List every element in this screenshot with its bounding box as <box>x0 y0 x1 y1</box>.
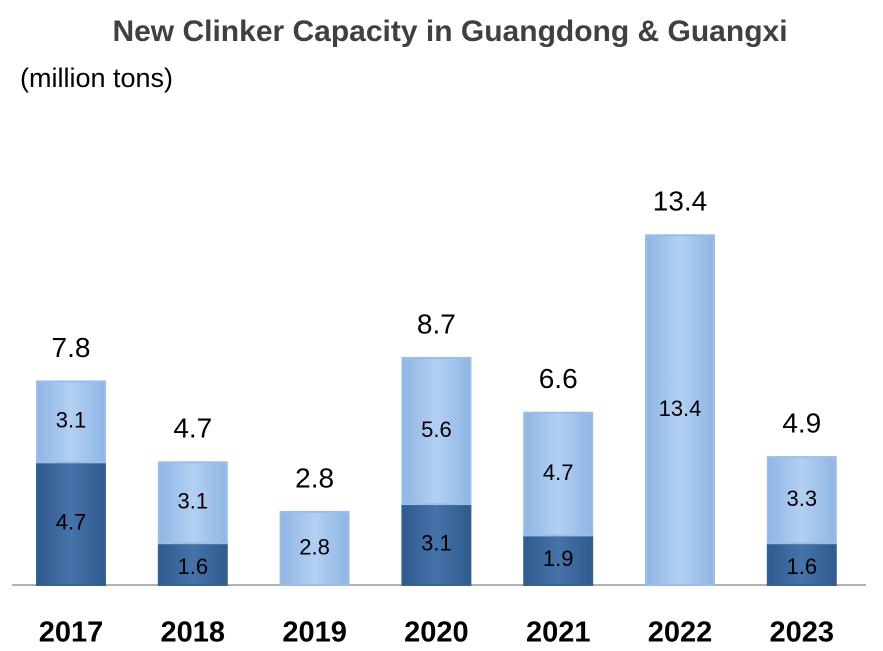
segment-label: 3.3 <box>787 486 818 511</box>
total-label: 7.8 <box>52 332 91 363</box>
x-tick-label: 2021 <box>526 617 591 649</box>
x-tick-label: 2022 <box>648 617 713 649</box>
x-tick-label: 2017 <box>39 617 104 649</box>
segment-label: 1.9 <box>543 546 574 571</box>
x-tick-label: 2018 <box>161 617 226 649</box>
segment-label: 3.1 <box>178 489 209 514</box>
x-tick-label: 2019 <box>282 617 347 649</box>
bar-segment <box>401 356 472 506</box>
total-label: 8.7 <box>417 308 456 339</box>
bar-segment <box>645 234 715 586</box>
total-label: 4.7 <box>173 413 212 444</box>
bar-segment <box>401 503 472 586</box>
bar-segment <box>36 380 106 464</box>
chart-subtitle: (million tons) <box>20 63 173 93</box>
segment-label: 2.8 <box>299 534 330 559</box>
bar-segment <box>36 461 106 586</box>
total-label: 6.6 <box>539 363 578 394</box>
bar-segment <box>523 534 594 586</box>
bar-segment <box>766 456 837 545</box>
bar-segment <box>766 542 837 586</box>
segment-label: 3.1 <box>421 530 452 555</box>
segment-label: 1.6 <box>178 554 209 579</box>
bar-segment <box>157 461 228 545</box>
segment-label: 4.7 <box>543 460 574 485</box>
total-label: 13.4 <box>653 186 708 217</box>
total-label: 4.9 <box>782 408 821 439</box>
total-label: 2.8 <box>295 462 334 493</box>
segment-label: 3.1 <box>56 408 87 433</box>
bar-segment <box>523 411 594 537</box>
segment-label: 1.6 <box>787 554 818 579</box>
x-tick-label: 2020 <box>404 617 469 649</box>
chart-title: New Clinker Capacity in Guangdong & Guan… <box>112 15 787 48</box>
x-tick-label: 2023 <box>770 617 835 649</box>
segment-label: 5.6 <box>421 417 452 442</box>
segment-label: 4.7 <box>56 509 87 534</box>
bar-segment <box>279 510 350 587</box>
segment-label: 13.4 <box>659 396 702 421</box>
